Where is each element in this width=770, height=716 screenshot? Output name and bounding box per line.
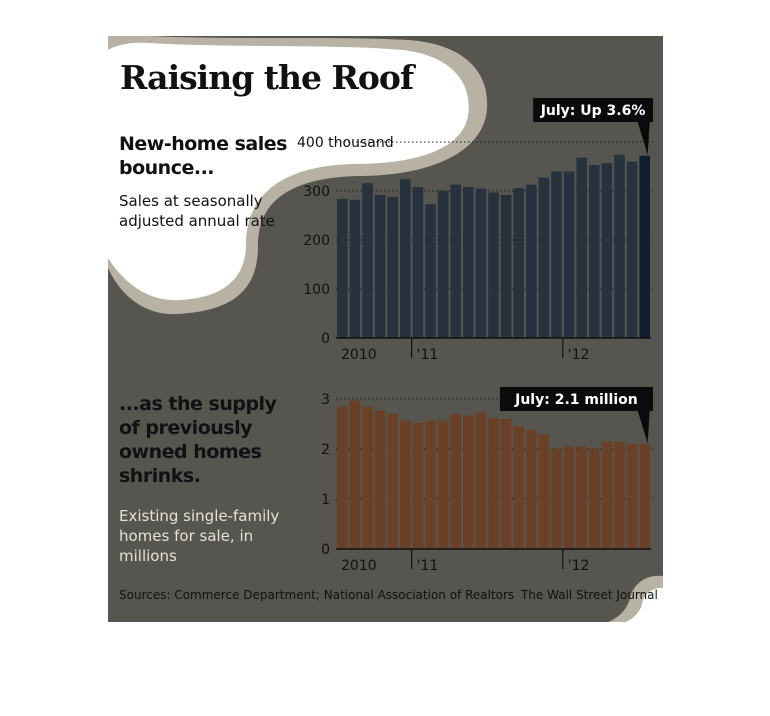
chart2-bar (500, 419, 512, 549)
chart1-y-tick-label: 200 (303, 233, 330, 249)
chart1-x-tick-label: 2010 (341, 347, 377, 363)
chart2-y-tick-label: 2 (321, 442, 330, 458)
chart2-bar (626, 444, 638, 549)
chart2-bar (614, 441, 625, 549)
chart2-bar (437, 420, 449, 549)
chart2-y-tick-label: 1 (321, 492, 330, 508)
chart1-y-tick-label: 300 (303, 184, 330, 200)
chart1-bar (639, 155, 650, 338)
chart1-bar (538, 177, 550, 338)
chart1-bar (589, 165, 600, 338)
chart1-bar (400, 179, 411, 338)
chart2-bar (400, 420, 411, 549)
chart2-bar (551, 449, 562, 549)
chart2-bar (475, 412, 487, 549)
chart1-bar (412, 187, 424, 338)
chart2-bar (450, 414, 461, 549)
chart2-y-tick-label: 0 (321, 542, 330, 558)
chart2-bar (412, 422, 424, 549)
chart1-bar (526, 184, 537, 338)
chart1-subtitle: Sales at seasonally adjusted annual rate (119, 192, 275, 230)
chart2-bar (589, 449, 600, 549)
chart2-bar (526, 430, 537, 549)
chart2-bar (374, 410, 386, 549)
chart1-bar (425, 204, 436, 338)
chart1-bar (563, 171, 575, 338)
chart1-bar (387, 196, 398, 338)
chart2-callout-pointer (637, 411, 650, 443)
chart2-bar (563, 446, 575, 549)
chart1-bar (437, 191, 449, 338)
existing-homes-supply-chart: 0 1 2 3 2010 '11 '12 July: 2.1 million (321, 387, 653, 574)
chart2-bar (639, 444, 650, 549)
chart2-bar (513, 426, 524, 549)
chart2-x-tick-label: '11 (417, 558, 439, 574)
credit-line: The Wall Street Journal (521, 588, 658, 602)
chart1-bar (601, 163, 613, 338)
chart2-x-tick-label: '12 (568, 558, 590, 574)
chart1-callout-box (533, 98, 653, 122)
chart2-subtitle: Existing single-family homes for sale, i… (119, 507, 280, 565)
chart1-bar (475, 188, 487, 338)
chart1-y-tick-label: 0 (321, 331, 330, 347)
chart1-x-tick-label: '11 (417, 347, 439, 363)
chart2-bar (387, 414, 398, 549)
chart2-callout-text: July: 2.1 million (514, 392, 638, 408)
chart2-bar (601, 441, 613, 549)
chart1-bar (614, 154, 625, 338)
chart1-bar (450, 184, 461, 338)
chart2-bar (463, 415, 474, 549)
chart2-bar (538, 434, 550, 549)
chart1-bar (362, 183, 373, 338)
chart2-bar (488, 418, 499, 549)
source-note: Sources: Commerce Department; National A… (119, 588, 515, 602)
chart1-y-tick-label: 100 (303, 282, 330, 298)
chart1-bar (463, 187, 474, 338)
chart1-bar (374, 194, 386, 338)
chart1-bar (513, 188, 524, 338)
chart1-callout-text: July: Up 3.6% (540, 103, 646, 119)
chart1-bar (576, 157, 587, 338)
chart2-bar (349, 400, 361, 549)
chart1-bar (500, 194, 512, 338)
chart2-bar (337, 406, 348, 549)
chart1-bar (551, 171, 562, 338)
chart1-bar (337, 198, 348, 338)
graphic-panel: Raising the Roof New-home sales bounce..… (108, 36, 663, 622)
chart2-bar (425, 420, 436, 549)
chart1-bar (626, 161, 638, 338)
chart2-bar (362, 406, 373, 549)
chart2-heading: ...as the supply of previously owned hom… (119, 393, 277, 487)
chart1-heading: New-home sales bounce... (119, 133, 287, 179)
chart1-y-tick-label: 400 thousand (297, 135, 394, 151)
chart1-x-tick-label: '12 (568, 347, 590, 363)
chart2-bar (576, 446, 587, 549)
chart2-y-tick-label: 3 (321, 392, 330, 408)
new-home-sales-chart: 0 100 200 300 400 thousand 2010 '11 '12 July: Up… (297, 98, 653, 363)
decorative-blob (108, 36, 663, 622)
page-title: Raising the Roof (120, 58, 414, 97)
chart1-bar (488, 192, 499, 338)
chart2-callout-box (499, 387, 653, 411)
chart2-x-tick-label: 2010 (341, 558, 377, 574)
chart1-callout-pointer (637, 122, 650, 155)
chart1-bar (349, 199, 361, 338)
